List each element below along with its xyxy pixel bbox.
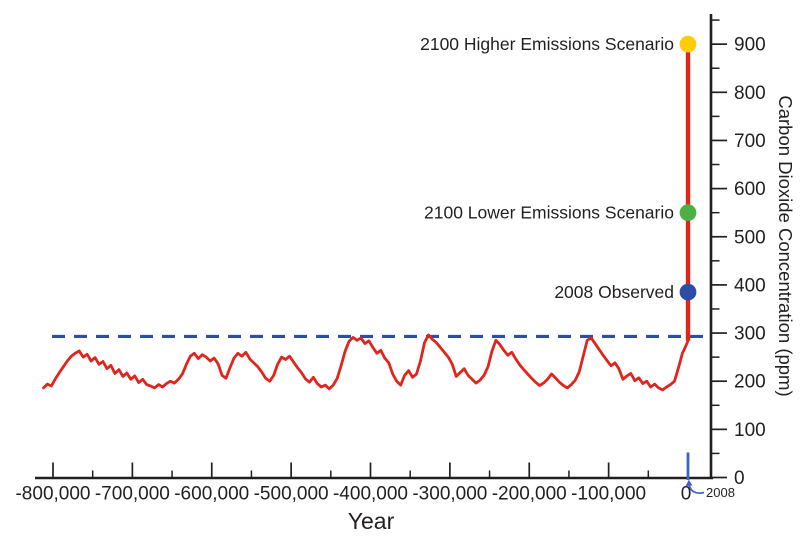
marker-dot-lower: [679, 204, 697, 222]
y-tick-label: 500: [734, 227, 766, 248]
x-tick-label: -800,000: [15, 484, 90, 505]
x-tick-label: -400,000: [333, 484, 408, 505]
x-tick-label: -700,000: [95, 484, 170, 505]
y-tick-label: 300: [734, 324, 766, 345]
marker-dot-observed: [679, 283, 697, 301]
x-tick-label: -500,000: [254, 484, 329, 505]
y-tick-label: 800: [734, 83, 766, 104]
marker-label-higher-emissions: 2100 Higher Emissions Scenario: [420, 34, 674, 54]
marker-label-lower-emissions: 2100 Lower Emissions Scenario: [424, 203, 674, 223]
x-tick-label: -300,000: [412, 484, 487, 505]
y-tick-label: 600: [734, 179, 766, 200]
x-tick-label: -200,000: [492, 484, 567, 505]
x-axis-title: Year: [348, 508, 395, 534]
y-tick-label: 200: [734, 372, 766, 393]
x-tick-label: 0: [681, 484, 692, 505]
x-annotation-2008-label: 2008: [706, 485, 735, 500]
marker-dot-higher: [679, 35, 697, 53]
chart-geometry: -800,000 -700,000 -600,000 -500,000 -400,000…: [15, 14, 766, 505]
y-tick-label: 400: [734, 275, 766, 296]
y-tick-label: 100: [734, 420, 766, 441]
co2-history-line: [42, 333, 690, 392]
y-tick-label: 700: [734, 131, 766, 152]
x-tick-label: -600,000: [174, 484, 249, 505]
y-axis-title: Carbon Dioxide Concentration (ppm): [775, 95, 796, 396]
marker-label-2008-observed: 2008 Observed: [554, 282, 674, 302]
y-tick-label: 900: [734, 35, 766, 56]
y-tick-label: 0: [734, 468, 745, 489]
x-tick-label: -100,000: [571, 484, 646, 505]
x-annotation-2008-arrowhead: [685, 479, 693, 487]
